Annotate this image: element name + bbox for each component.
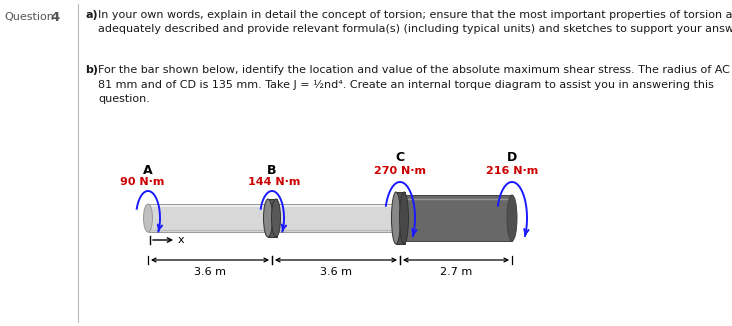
Bar (268, 199, 277, 237)
Text: b): b) (85, 65, 98, 75)
Ellipse shape (400, 192, 408, 244)
Bar (396, 192, 405, 244)
Ellipse shape (264, 199, 272, 237)
Ellipse shape (392, 192, 400, 244)
Text: 270 N·m: 270 N·m (374, 166, 426, 176)
Ellipse shape (507, 195, 517, 241)
Text: 144 N·m: 144 N·m (248, 177, 300, 187)
Text: D: D (507, 151, 517, 164)
Text: x: x (178, 235, 184, 245)
Text: a): a) (85, 10, 97, 20)
Ellipse shape (143, 204, 152, 232)
Text: A: A (143, 164, 153, 177)
Bar (400, 195, 512, 241)
Text: 4: 4 (50, 11, 59, 24)
Text: C: C (395, 151, 405, 164)
Text: 90 N·m: 90 N·m (120, 177, 164, 187)
Text: 216 N·m: 216 N·m (486, 166, 538, 176)
Ellipse shape (272, 199, 280, 237)
Text: 2.7 m: 2.7 m (440, 267, 472, 277)
Text: 3.6 m: 3.6 m (320, 267, 352, 277)
Text: For the bar shown below, identify the location and value of the absolute maximum: For the bar shown below, identify the lo… (98, 65, 732, 104)
Text: Question: Question (4, 12, 54, 22)
Bar (148, 204, 400, 232)
Text: 3.6 m: 3.6 m (194, 267, 226, 277)
Text: In your own words, explain in detail the concept of torsion; ensure that the mos: In your own words, explain in detail the… (98, 10, 732, 35)
Text: B: B (267, 164, 277, 177)
